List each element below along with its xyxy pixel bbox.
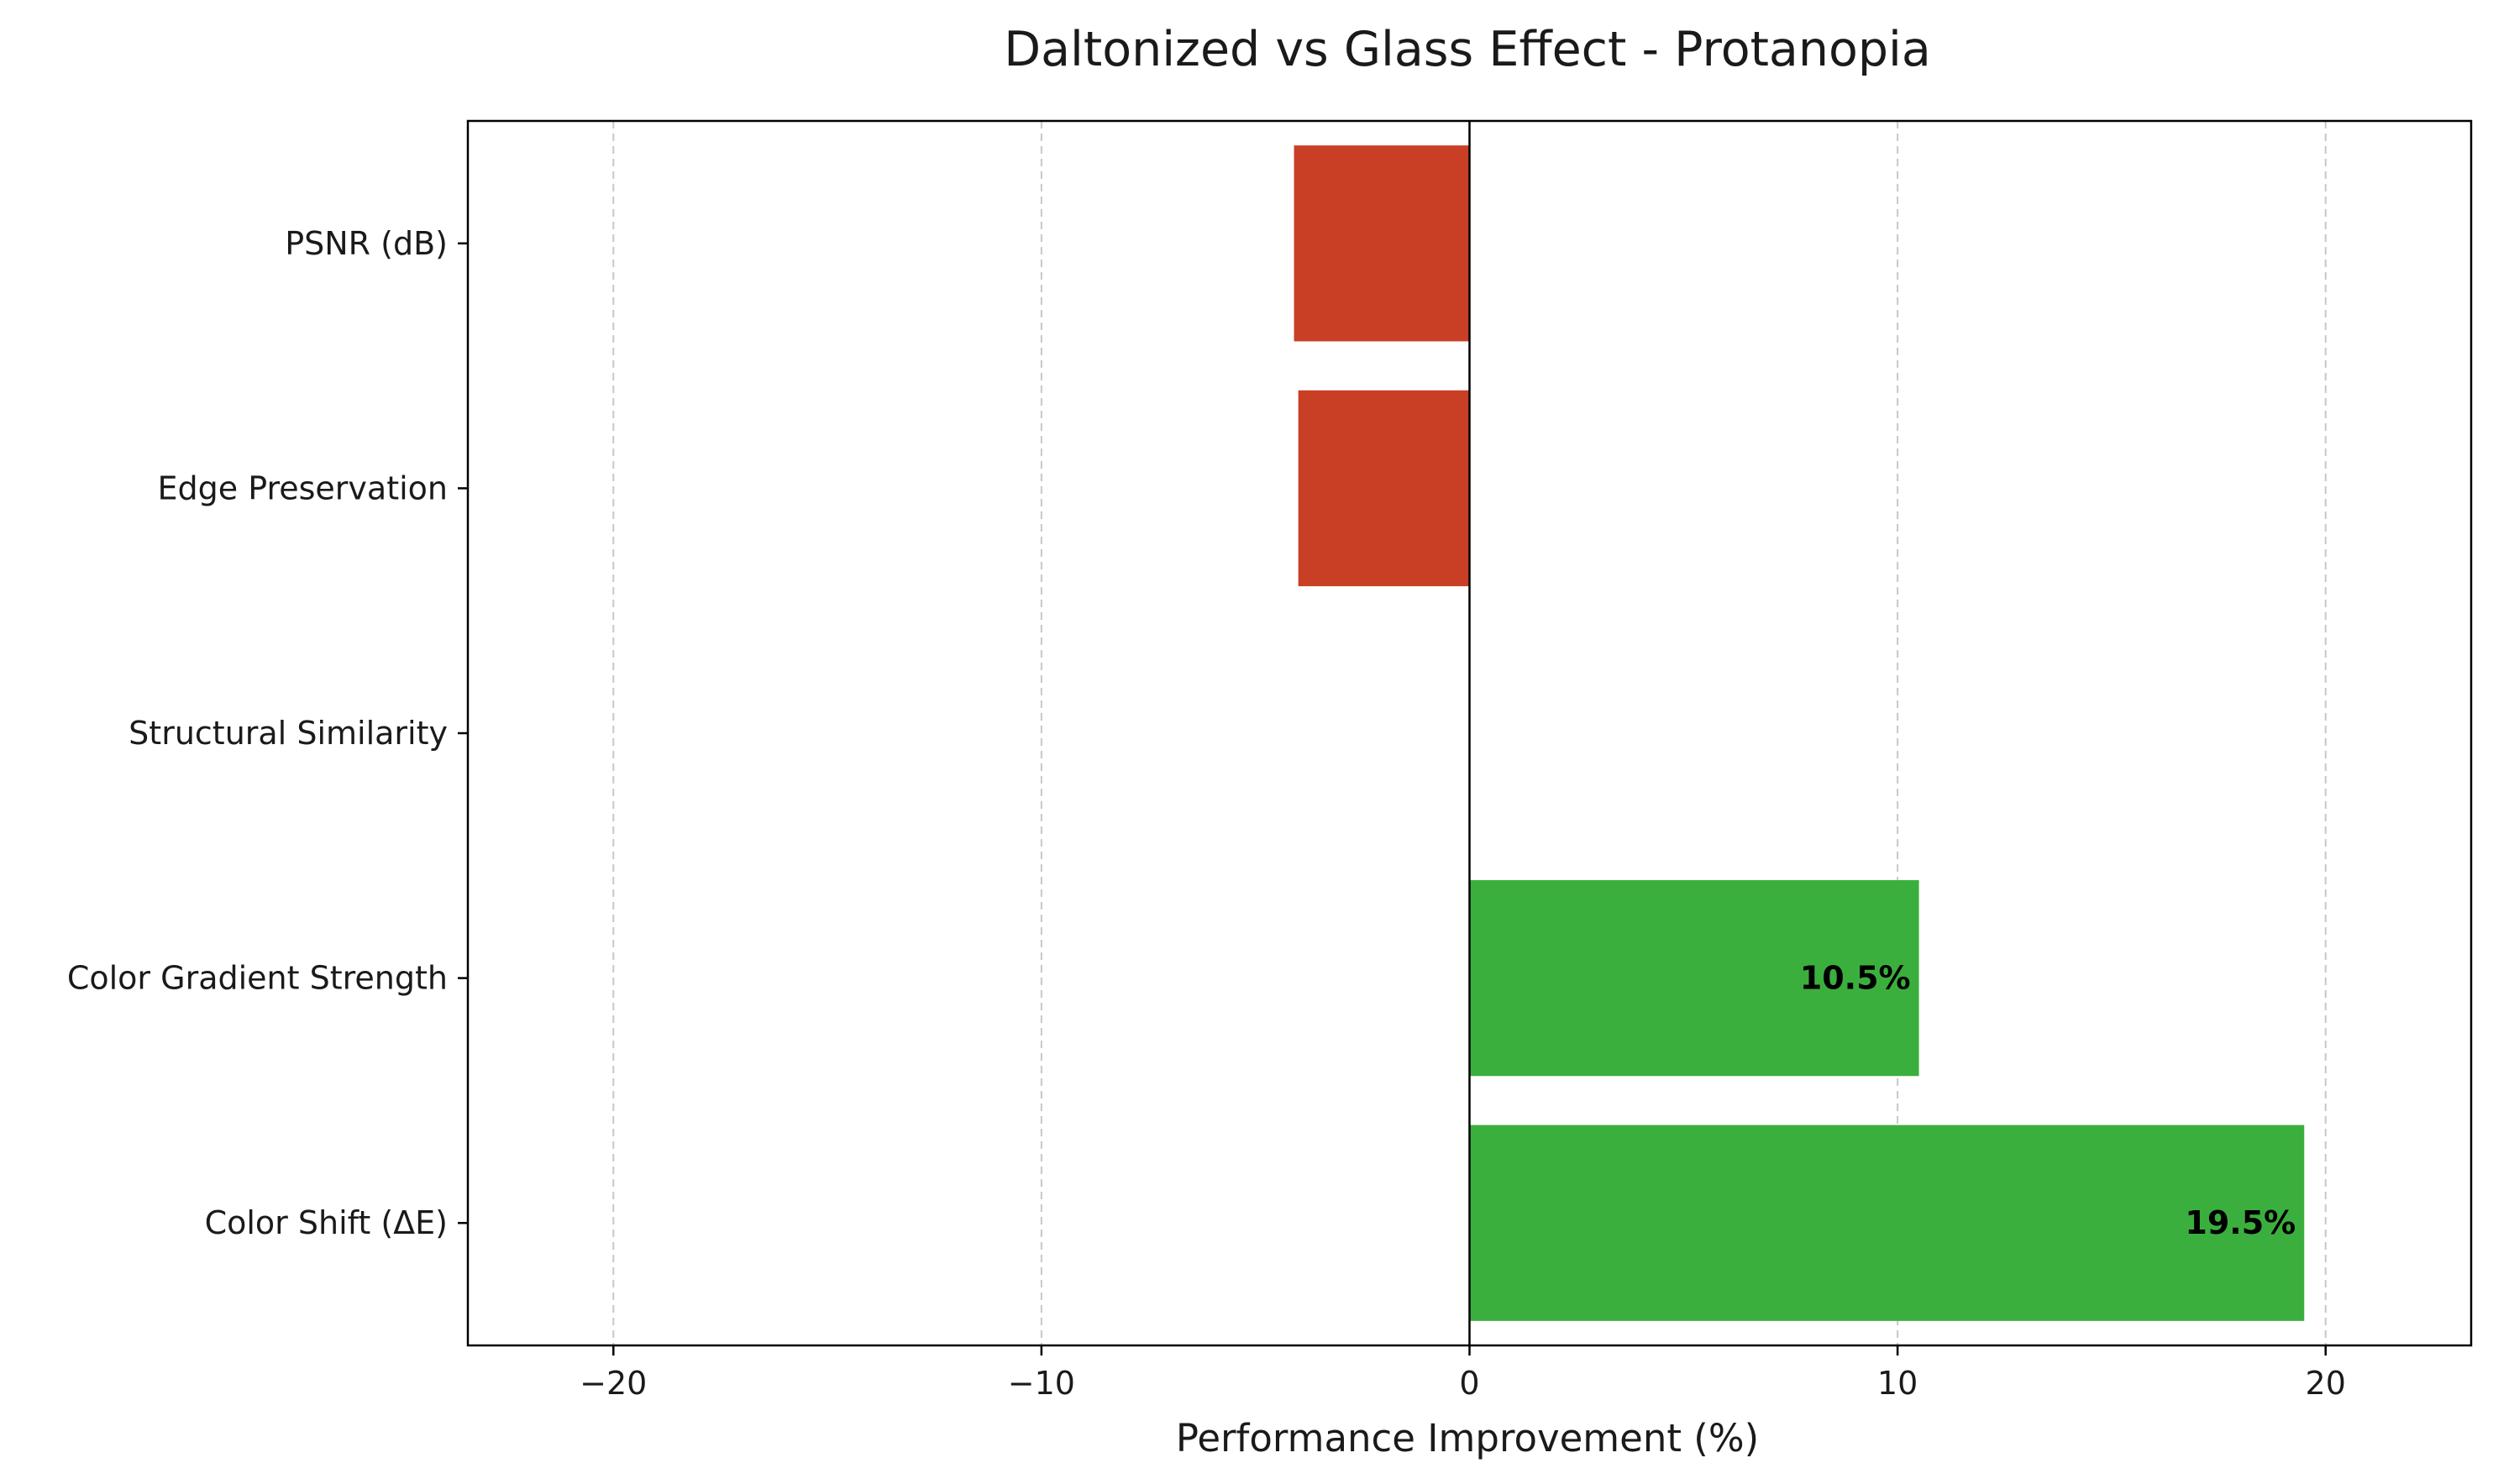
- chart-title: Daltonized vs Glass Effect - Protanopia: [1004, 22, 1931, 77]
- bar: [1298, 390, 1470, 587]
- bar-value-label: 10.5%: [1800, 960, 1911, 997]
- x-axis-ticks: −20 −10 0 10 20: [580, 1345, 2346, 1402]
- y-tick-label: Edge Preservation: [158, 469, 449, 506]
- bar: [1294, 145, 1470, 342]
- y-tick-label: PSNR (dB): [285, 225, 448, 262]
- x-tick-label: 0: [1459, 1365, 1479, 1402]
- x-tick-label: 10: [1877, 1365, 1918, 1402]
- y-tick-label: Structural Similarity: [129, 715, 448, 752]
- data-labels: 19.5% 10.5%: [1800, 960, 2296, 1242]
- gridlines: [612, 121, 2327, 1345]
- bar: [1469, 879, 1919, 1077]
- x-tick-label: 20: [2306, 1365, 2346, 1402]
- x-axis-label: Performance Improvement (%): [1176, 1416, 1759, 1460]
- y-axis-ticks: Color Shift (ΔE) Color Gradient Strength S…: [67, 225, 468, 1241]
- y-tick-label: Color Shift (ΔE): [205, 1204, 448, 1241]
- bar-value-label: 19.5%: [2185, 1204, 2296, 1241]
- bars: [1294, 145, 2305, 1321]
- bar: [1469, 1125, 2305, 1321]
- y-tick-label: Color Gradient Strength: [67, 960, 448, 997]
- x-tick-label: −10: [1008, 1365, 1075, 1402]
- x-tick-label: −20: [580, 1365, 647, 1402]
